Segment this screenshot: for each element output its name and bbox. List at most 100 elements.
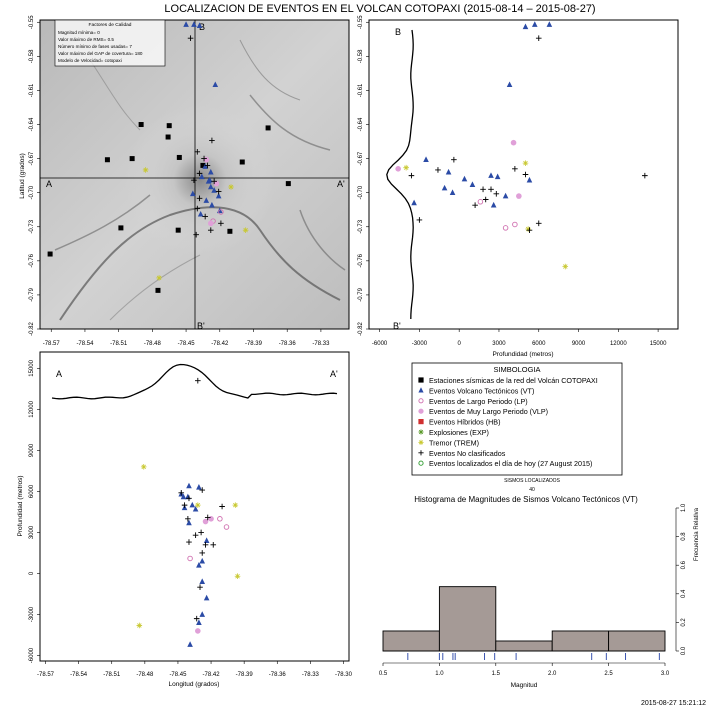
map-event-point (215, 192, 222, 199)
ew-ylabel: Profundidad (metros) (17, 475, 24, 536)
legend-swatch (418, 377, 424, 383)
figure-title: LOCALIZACION DE EVENTOS EN EL VOLCAN COT… (164, 3, 595, 15)
histogram-x-tick-label: 1.0 (435, 671, 444, 677)
ns-topography-line (386, 29, 414, 320)
ns-event-point (395, 166, 401, 172)
ns-event-point (512, 221, 518, 228)
map-event-point (175, 227, 181, 233)
ew-event-point (210, 541, 217, 548)
legend-label: Eventos de Largo Periodo (LP) (429, 397, 528, 406)
histogram-panel: Histograma de Magnitudes de Sismos Volca… (414, 495, 700, 689)
map-event-point (211, 178, 217, 185)
legend-swatch (418, 419, 424, 425)
map-event-point (227, 228, 233, 234)
ew-event-point (195, 377, 201, 384)
map-event-point (212, 81, 219, 88)
ew-y-tick-label: 0 (29, 571, 35, 575)
map-event-point (211, 187, 217, 193)
ew-event-point (186, 482, 192, 489)
ns-event-point (522, 171, 529, 178)
ew-event-point (185, 516, 191, 522)
ew-event-point (202, 518, 209, 525)
timestamp: 2015-08-27 15:21:12 (641, 700, 706, 707)
quality-factors-box: Factores de Calidad Magnitud mínima= 0 V… (54, 19, 166, 67)
ns-marker-b: B (395, 27, 401, 37)
chart-marks: -78.57 -78.54 -78.51 -78.48 -78.45 -78.42 -78.… (29, 15, 687, 678)
map-event-point (196, 22, 203, 28)
map-event-point (196, 170, 203, 177)
legend-swatch (418, 387, 424, 393)
ns-event-point (502, 225, 509, 231)
map-event-point (218, 220, 224, 227)
ew-event-point (208, 516, 214, 522)
ns-event-point (522, 23, 529, 30)
map-event-point (215, 188, 222, 195)
ns-event-point (512, 166, 518, 172)
map-event-point (207, 183, 214, 190)
marker-b-prime: B' (197, 321, 205, 331)
ns-event-point (441, 184, 448, 191)
ns-event-point (451, 156, 457, 163)
histogram-y-tick-label: 0.2 (681, 618, 687, 627)
map-y-tick-label: -0.58 (29, 49, 35, 63)
histogram-y-tick-label: 1.0 (681, 503, 687, 512)
map-event-point (118, 225, 124, 231)
ew-event-point (186, 519, 192, 526)
ew-marker-a: A (56, 369, 62, 379)
map-x-tick-label: -78.51 (110, 341, 128, 347)
ns-event-point (469, 181, 476, 188)
map-y-tick-label: -0.70 (29, 185, 35, 199)
ew-y-tick-label: 12000 (29, 400, 35, 417)
map-event-point (197, 210, 204, 217)
histogram-ylabel: Frecuencia Relativa (694, 507, 700, 561)
ew-y-tick-label: 15000 (29, 359, 35, 376)
ew-event-point (193, 615, 200, 622)
histogram-y-tick-label: 0.6 (681, 560, 687, 569)
ew-event-point (178, 490, 185, 496)
map-event-point (193, 231, 199, 238)
ns-event-point (516, 193, 522, 199)
ew-event-point (203, 594, 210, 601)
legend-label: Eventos No clasificados (429, 449, 506, 458)
ns-event-point (411, 199, 417, 206)
ns-event-point (423, 156, 429, 163)
histogram-y-tick-label: 0.8 (681, 532, 687, 541)
ns-y-tick-label: -0.58 (358, 49, 364, 63)
ns-x-tick-label: 0 (458, 341, 462, 347)
legend: SIMBOLOGIA (411, 362, 623, 476)
ew-section-panel: A A' Longitud (grados) Profundidad (metr… (17, 351, 350, 688)
ew-event-point (136, 622, 143, 629)
ns-x-tick-label: 12000 (610, 341, 627, 347)
map-event-point (138, 122, 144, 128)
legend-label: Eventos Híbridos (HB) (429, 418, 501, 427)
map-event-point (196, 195, 203, 202)
ns-y-tick-label: -0.55 (358, 15, 364, 29)
map-x-tick-label: -78.57 (43, 341, 61, 347)
map-event-point (183, 21, 189, 27)
map-event-point (218, 209, 224, 215)
ew-x-tick-label: -78.36 (269, 672, 287, 678)
ew-topography-line (51, 363, 338, 400)
map-event-point (265, 125, 271, 131)
map-event-point (204, 162, 211, 169)
quality-line: Número mínimo de fases usadas= 7 (58, 44, 132, 49)
map-event-point (47, 251, 53, 257)
ew-y-tick-label: -6000 (29, 647, 35, 663)
ew-event-point (192, 505, 199, 512)
legend-swatch (418, 450, 424, 456)
ns-marker-b-prime: B' (393, 321, 401, 331)
ns-y-tick-label: -0.76 (358, 253, 364, 267)
ns-y-tick-label: -0.64 (358, 117, 364, 131)
map-event-point (228, 184, 234, 190)
ns-event-point (535, 220, 542, 227)
map-x-tick-label: -78.54 (76, 341, 94, 347)
ns-event-point (408, 172, 415, 179)
ns-event-point (445, 168, 452, 175)
ew-event-point (196, 561, 202, 568)
ns-x-tick-label: 6000 (532, 341, 546, 347)
map-frame (39, 19, 350, 330)
legend-swatch (418, 429, 424, 435)
ns-event-point (642, 172, 648, 179)
map-y-tick-label: -0.73 (29, 219, 35, 233)
ns-event-point (526, 176, 533, 183)
